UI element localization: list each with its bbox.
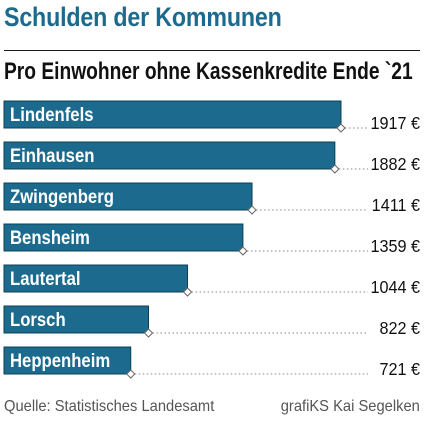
bar — [3, 100, 342, 129]
value-label: 1411 € — [372, 195, 421, 215]
category-label: Zwingenberg — [10, 186, 114, 207]
source-note: Quelle: Statistisches Landesamt — [4, 398, 215, 415]
category-label: Lindenfels — [10, 104, 94, 125]
value-label: 822 € — [379, 318, 420, 338]
bar-end-marker — [238, 246, 248, 256]
title-divider — [4, 50, 420, 51]
value-label: 1882 € — [370, 154, 420, 174]
chart-title: Schulden der Kommunen — [4, 2, 282, 32]
bar-end-marker — [336, 123, 346, 133]
value-label: 721 € — [379, 359, 420, 379]
credit-note: grafiKS Kai Segelken — [280, 398, 420, 415]
value-label: 1917 € — [370, 113, 420, 133]
bar — [3, 346, 132, 375]
bar — [3, 223, 244, 252]
chart-footer: Quelle: Statistisches Landesamt grafiKS … — [4, 398, 420, 416]
bar — [3, 305, 150, 334]
bar-end-marker — [330, 164, 340, 174]
bar — [3, 264, 189, 293]
bar — [3, 141, 336, 170]
bar-end-marker — [126, 369, 136, 379]
category-label: Bensheim — [10, 227, 90, 248]
bar-end-marker — [143, 328, 154, 338]
value-label: 1044 € — [370, 277, 420, 297]
category-label: Einhausen — [10, 145, 94, 166]
category-label: Lautertal — [10, 268, 81, 289]
bar — [3, 182, 253, 211]
bar-end-marker — [247, 205, 257, 215]
value-label: 1359 € — [370, 236, 420, 256]
category-label: Lorsch — [10, 309, 66, 330]
category-label: Heppenheim — [10, 350, 110, 371]
bar-end-marker — [182, 287, 193, 297]
chart-subtitle: Pro Einwohner ohne Kassenkredite Ende `2… — [4, 58, 413, 85]
